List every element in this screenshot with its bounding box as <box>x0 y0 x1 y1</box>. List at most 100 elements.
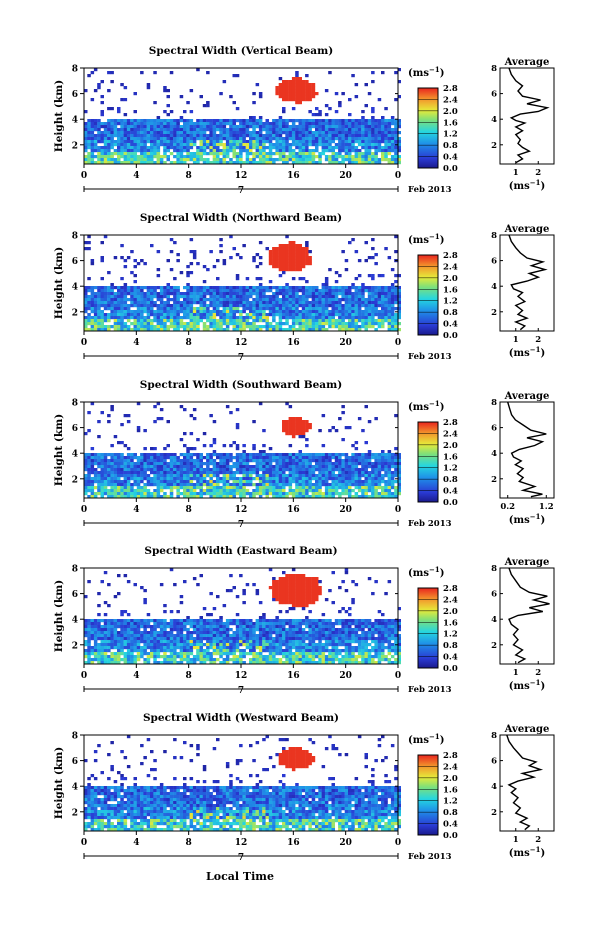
heatmap-cells <box>84 568 401 665</box>
y-tick-label: 2 <box>72 641 78 651</box>
x-tick-label: 0 <box>395 338 401 348</box>
colorbar-unit: (ms−1) <box>408 399 444 413</box>
average-y-tick-label: 6 <box>491 424 497 434</box>
y-tick-label: 8 <box>72 565 78 575</box>
x-tick-label: 8 <box>186 671 192 681</box>
average-x-tick-label: 2 <box>535 168 541 178</box>
average-profile-line <box>508 567 550 664</box>
colorbar <box>417 87 439 169</box>
y-tick-label: 2 <box>72 808 78 818</box>
x-tick-label: 12 <box>235 838 248 848</box>
x-tick-label: 12 <box>235 505 248 515</box>
colorbar-tick-label: 1.2 <box>443 130 458 140</box>
colorbar-tick-label: 2.8 <box>443 751 458 761</box>
average-profile-line <box>506 734 544 831</box>
x-tick-label: 20 <box>339 338 352 348</box>
average-frame <box>499 567 555 665</box>
colorbar-tick-label: 0.8 <box>443 141 458 151</box>
panel-title: Spectral Width (Southward Beam) <box>140 379 342 391</box>
average-x-label: (ms−1) <box>509 512 545 526</box>
x-tick-label: 4 <box>133 338 139 348</box>
y-tick-label: 4 <box>72 116 78 126</box>
colorbar-tick-label: 1.2 <box>443 297 458 307</box>
panel-row-1: Spectral Width (Northward Beam) 2 4 6 8 Heigh… <box>53 212 555 363</box>
x-tick-label: 16 <box>287 338 300 348</box>
average-y-tick-label: 4 <box>491 615 497 625</box>
average-title: Average <box>504 391 550 402</box>
average-y-tick-label: 2 <box>491 808 497 818</box>
average-profile-line <box>507 401 547 498</box>
colorbar-tick-label: 2.4 <box>443 762 458 772</box>
colorbar-tick-label: 0.4 <box>443 653 458 663</box>
average-frame <box>499 67 555 165</box>
colorbar-tick-label: 0.4 <box>443 320 458 330</box>
colorbar-tick-label: 2.0 <box>443 441 458 451</box>
average-y-tick-label: 4 <box>491 282 497 292</box>
y-tick-label: 8 <box>72 399 78 409</box>
colorbar-tick-label: 1.6 <box>443 452 458 462</box>
day-label: 7 <box>238 853 244 863</box>
x-tick-label: 12 <box>235 671 248 681</box>
x-tick-label: 8 <box>186 505 192 515</box>
colorbar <box>417 754 439 836</box>
colorbar-tick-label: 0.8 <box>443 808 458 818</box>
heatmap-cells <box>84 402 401 499</box>
average-y-tick-label: 4 <box>491 115 497 125</box>
x-tick-label: 12 <box>235 171 248 181</box>
x-tick-label: 8 <box>186 171 192 181</box>
colorbar-tick-label: 0.0 <box>443 664 458 674</box>
colorbar <box>417 587 439 669</box>
colorbar-tick-label: 0.0 <box>443 164 458 174</box>
average-x-tick-label: 2 <box>535 335 541 345</box>
colorbar-unit: (ms−1) <box>408 65 444 79</box>
average-x-tick-label: 1 <box>513 335 519 345</box>
colorbar <box>417 254 439 336</box>
panel-row-3: Spectral Width (Eastward Beam) 2 4 6 8 Height… <box>53 545 555 696</box>
x-tick-label: 16 <box>287 838 300 848</box>
y-tick-label: 6 <box>72 257 78 267</box>
average-y-tick-label: 8 <box>491 564 497 574</box>
average-y-tick-label: 6 <box>491 590 497 600</box>
x-tick-label: 0 <box>81 671 87 681</box>
y-tick-label: 2 <box>72 141 78 151</box>
colorbar <box>417 421 439 503</box>
y-tick-label: 6 <box>72 424 78 434</box>
colorbar-tick-label: 0.8 <box>443 641 458 651</box>
date-label: Feb 2013 <box>408 852 452 862</box>
day-label: 7 <box>238 686 244 696</box>
average-y-tick-label: 6 <box>491 257 497 267</box>
average-y-tick-label: 2 <box>491 308 497 318</box>
heatmap-cells <box>84 735 401 832</box>
colorbar-unit: (ms−1) <box>408 732 444 746</box>
x-tick-label: 8 <box>186 338 192 348</box>
y-tick-label: 8 <box>72 65 78 75</box>
average-y-tick-label: 2 <box>491 475 497 485</box>
heatmap-cells <box>84 235 401 332</box>
x-tick-label: 4 <box>133 671 139 681</box>
colorbar-tick-label: 2.8 <box>443 418 458 428</box>
average-y-tick-label: 4 <box>491 782 497 792</box>
x-tick-label: 20 <box>339 671 352 681</box>
average-y-tick-label: 8 <box>491 398 497 408</box>
colorbar-tick-label: 2.0 <box>443 274 458 284</box>
colorbar-tick-label: 1.6 <box>443 285 458 295</box>
colorbar-tick-label: 0.0 <box>443 831 458 841</box>
average-x-tick-label: 1 <box>513 668 519 678</box>
y-tick-label: 2 <box>72 475 78 485</box>
average-y-tick-label: 8 <box>491 231 497 241</box>
colorbar-tick-label: 0.4 <box>443 153 458 163</box>
x-tick-label: 0 <box>395 505 401 515</box>
day-label: 7 <box>238 520 244 530</box>
y-axis-label: Height (km) <box>53 247 65 319</box>
colorbar-tick-label: 1.2 <box>443 464 458 474</box>
x-tick-label: 20 <box>339 505 352 515</box>
x-tick-label: 20 <box>339 171 352 181</box>
colorbar-tick-label: 0.8 <box>443 308 458 318</box>
panel-row-2: Spectral Width (Southward Beam) 2 4 6 8 Heigh… <box>53 379 555 530</box>
average-x-tick-label: 2 <box>535 668 541 678</box>
y-axis-label: Height (km) <box>53 580 65 652</box>
average-x-label: (ms−1) <box>509 178 545 192</box>
x-tick-label: 20 <box>339 838 352 848</box>
colorbar-tick-label: 0.8 <box>443 475 458 485</box>
